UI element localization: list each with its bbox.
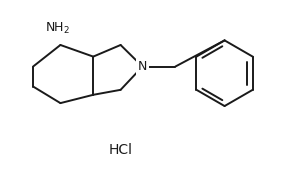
Text: NH$_2$: NH$_2$ (45, 21, 70, 36)
Text: HCl: HCl (109, 143, 133, 157)
Text: N: N (138, 60, 147, 73)
